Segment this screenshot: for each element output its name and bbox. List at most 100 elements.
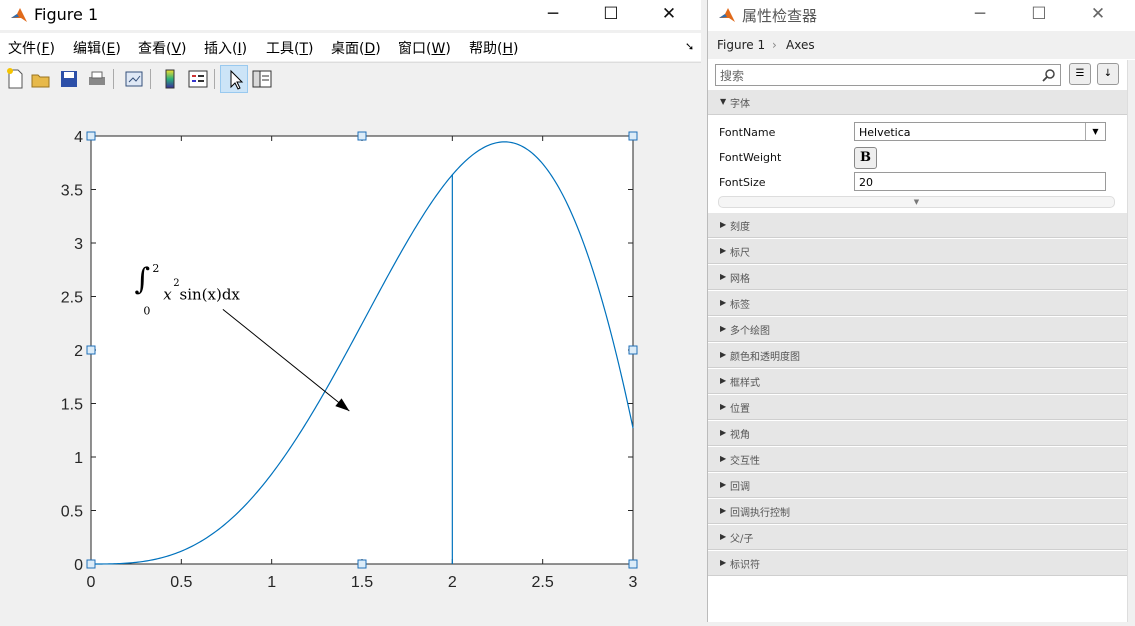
figure-title-bar: Figure 1 ─ ☐ ✕ [0,0,701,30]
selection-handle[interactable] [86,131,96,141]
section-label: 交互性 [730,456,760,467]
x-tick-label: 1.5 [351,574,373,591]
plot-area: 0 0.5 1 1.5 2 2.5 3 0 0.5 1 1.5 2 2.5 3 3.5 4 ∫ 0 2 x 2 sin(… [0,95,701,622]
section-12[interactable]: ▶ 父/子 [708,525,1127,550]
menu-label-tail: ) [181,41,187,57]
expand-arrow-icon: ▶ [720,506,727,515]
fontname-dropdown[interactable]: Helvetica ▼ [854,122,1106,141]
figure-window: Figure 1 ─ ☐ ✕ 文件(F) 编辑(E) 查看(V) 插入(I) 工具(T)… [0,0,701,622]
section-4[interactable]: ▶ 多个绘图 [708,317,1127,342]
x-tick-label: 2.5 [532,574,554,591]
menu-item-t[interactable]: 工具(T) [266,38,314,58]
selection-handle[interactable] [357,131,367,141]
section-10[interactable]: ▶ 回调 [708,473,1127,498]
x-tick-label: 1 [267,574,276,591]
menu-item-e[interactable]: 编辑(E) [73,38,121,58]
section-font[interactable]: ▼ 字体 [708,90,1127,115]
inspector-title: 属性检查器 [742,7,818,25]
menu-accelerator: V [171,41,182,57]
scrollbar[interactable] [1127,60,1135,622]
menu-label-tail: ) [115,41,121,57]
section-8[interactable]: ▶ 视角 [708,421,1127,446]
minimize-button[interactable]: ─ [547,4,559,24]
section-5[interactable]: ▶ 颜色和透明度图 [708,343,1127,368]
figure-toolbar [0,62,701,96]
menu-item-i[interactable]: 插入(I) [204,38,247,58]
search-placeholder: 搜索 [720,69,745,83]
section-7[interactable]: ▶ 位置 [708,395,1127,420]
fontsize-input[interactable]: 20 [854,172,1106,191]
section-label: 多个绘图 [730,326,770,337]
breadcrumb-figure[interactable]: Figure 1 [717,38,766,52]
annotation-expr: x [163,286,172,304]
selection-handle[interactable] [628,131,638,141]
section-6[interactable]: ▶ 框样式 [708,369,1127,394]
inspector-minimize-button[interactable]: ─ [974,4,986,24]
toolbar-separator [214,69,215,89]
expand-arrow-icon: ▶ [720,298,727,307]
selection-handle[interactable] [86,559,96,569]
menu-item-w[interactable]: 窗口(W) [398,38,451,58]
section-11[interactable]: ▶ 回调执行控制 [708,499,1127,524]
inspector-maximize-button[interactable]: ☐ [1031,4,1047,24]
menu-label-tail: ) [445,41,451,57]
y-tick-label: 1 [74,450,83,467]
section-0[interactable]: ▶ 刻度 [708,213,1127,238]
matlab-logo-icon [719,8,735,22]
font-properties: FontName Helvetica ▼ FontWeight B FontSi… [708,115,1127,212]
fontname-value: Helvetica [859,126,911,139]
section-3[interactable]: ▶ 标签 [708,291,1127,316]
link-plot-icon[interactable] [122,67,146,91]
new-figure-icon[interactable] [3,67,27,91]
section-9[interactable]: ▶ 交互性 [708,447,1127,472]
fontsize-value: 20 [859,176,873,189]
section-label: 标识符 [730,560,760,571]
selection-handle[interactable] [628,559,638,569]
bold-toggle-button[interactable]: B [854,147,877,169]
menu-label: 编辑( [73,41,107,57]
property-inspector-icon[interactable] [250,67,274,91]
selection-handle[interactable] [86,345,96,355]
dock-arrow-icon[interactable]: ➘ [685,40,695,53]
search-input[interactable]: 搜索 [715,64,1061,86]
annotation-arrow[interactable] [222,308,350,412]
expand-arrow-icon: ▶ [720,558,727,567]
menu-item-d[interactable]: 桌面(D) [331,38,381,58]
more-properties-toggle[interactable]: ▼ [718,196,1115,208]
section-2[interactable]: ▶ 网格 [708,265,1127,290]
close-button[interactable]: ✕ [661,4,677,24]
open-file-icon[interactable] [29,67,53,91]
maximize-button[interactable]: ☐ [603,4,619,24]
group-view-button[interactable]: ☰ [1069,63,1091,85]
expand-arrow-icon: ▶ [720,350,727,359]
menu-item-f[interactable]: 文件(F) [8,38,55,58]
section-1[interactable]: ▶ 标尺 [708,239,1127,264]
colorbar-icon[interactable] [158,67,182,91]
expand-arrow-icon: ▶ [720,376,727,385]
y-tick-label: 3 [74,236,83,253]
axes-box [90,135,634,565]
selection-handle[interactable] [357,559,367,569]
menu-label-tail: ) [49,41,55,57]
edit-plot-icon [230,69,244,90]
section-label: 框样式 [730,378,760,389]
menu-item-v[interactable]: 查看(V) [138,38,187,58]
save-icon[interactable] [57,67,81,91]
series-line[interactable] [91,141,634,565]
list-view-icon: ☰ [1075,68,1085,79]
expand-arrow-icon: ▶ [720,480,727,489]
menu-label: 窗口( [398,41,432,57]
menu-bar: 文件(F) 编辑(E) 查看(V) 插入(I) 工具(T) 桌面(D) 窗口(W) 帮助(H) [0,33,701,61]
section-13[interactable]: ▶ 标识符 [708,551,1127,576]
menu-item-h[interactable]: 帮助(H) [469,38,518,58]
fontsize-label: FontSize [719,176,766,189]
breadcrumb-axes[interactable]: Axes [786,38,815,52]
inspector-close-button[interactable]: ✕ [1090,4,1106,24]
menu-label-tail: ) [308,41,314,57]
alphabetical-sort-button[interactable]: ↓ [1097,63,1119,85]
selection-handle[interactable] [628,345,638,355]
legend-icon[interactable] [186,67,210,91]
print-icon[interactable] [85,67,109,91]
edit-plot-button[interactable] [220,65,248,93]
